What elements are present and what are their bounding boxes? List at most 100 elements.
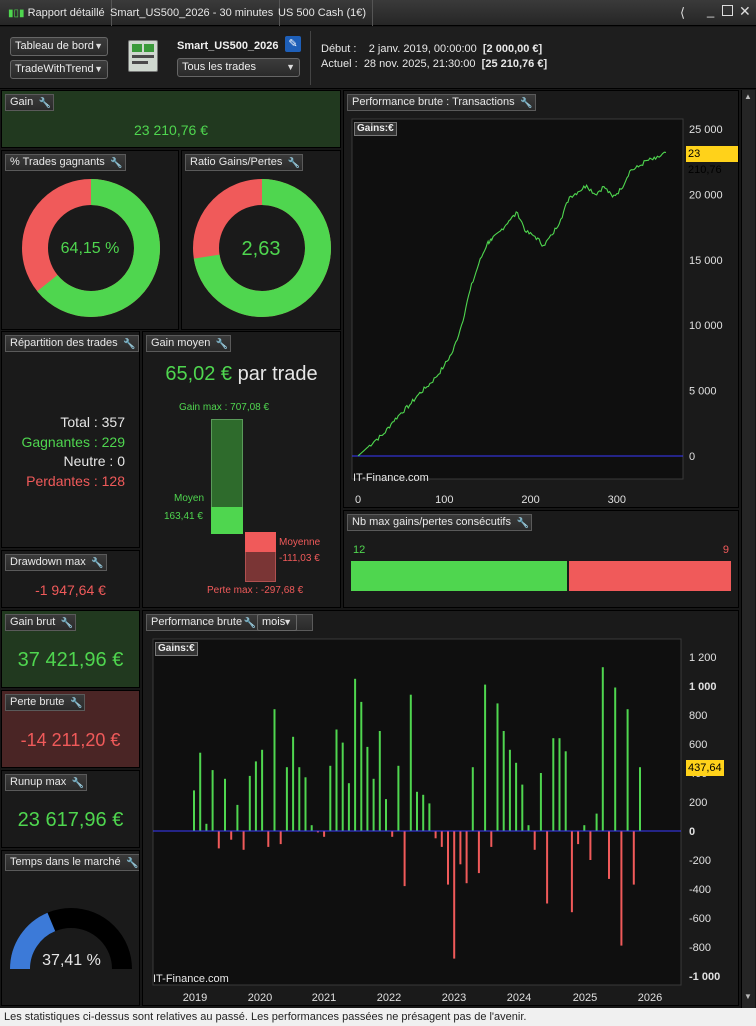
gain-bar: [385, 799, 387, 831]
loss-bar: [465, 831, 468, 884]
y-tick-label: 0: [689, 451, 695, 463]
y-tick-label: 25 000: [689, 124, 723, 136]
gain-bar: [564, 751, 567, 832]
wrench-icon[interactable]: 🔧: [91, 558, 104, 569]
avg-gain-bar-value: 163,41 €: [164, 511, 203, 522]
y-tick-label: 1 200: [689, 652, 717, 664]
gain-panel: Gain 🔧 23 210,76 €: [1, 90, 341, 148]
wrench-icon[interactable]: 🔧: [243, 618, 257, 629]
gain-bar: [601, 667, 604, 831]
perf-tx-chart[interactable]: 0 5 000 10 000 15 000 20 000 25 000 0 100 200 300: [344, 91, 739, 508]
market-time-title[interactable]: Temps dans le marché 🔧: [5, 854, 139, 871]
avg-gain-label: Moyen: [174, 493, 205, 504]
maximize-icon[interactable]: [722, 5, 733, 16]
wrench-icon[interactable]: 🔧: [516, 518, 529, 529]
loss-bar: [316, 831, 319, 833]
winning-trades: Gagnantes : 229: [21, 433, 125, 450]
loss-bar: [267, 831, 270, 847]
close-icon[interactable]: ✕: [739, 3, 751, 19]
gain-title[interactable]: Gain 🔧: [5, 94, 55, 111]
account-select[interactable]: TradeWithTrend ▼: [10, 60, 108, 79]
gain-bar: [372, 778, 375, 831]
drawdown-title[interactable]: Drawdown max 🔧: [5, 554, 107, 571]
x-tick-label: 2019: [183, 992, 207, 1004]
gross-gain-title[interactable]: Gain brut 🔧: [5, 614, 77, 631]
footer-disclaimer: Les statistiques ci-dessus sont relative…: [0, 1008, 756, 1026]
wrench-icon[interactable]: 🔧: [215, 339, 229, 350]
chart-icon: ▮▯▮: [8, 8, 25, 19]
gain-bar: [428, 803, 431, 831]
strategy-code-icon[interactable]: [128, 40, 158, 72]
tab-strategy[interactable]: Smart_US500_2026 - 30 minutes: [104, 0, 281, 26]
title-bar: ▮▯▮ Rapport détaillé Smart_US500_2026 - …: [0, 0, 756, 26]
consecutive-wins: 12: [353, 544, 366, 556]
loss-bar: [391, 831, 394, 837]
perf-month-panel: Performance brute 🔧 mois ▼ 1 200 1 000 800 60…: [142, 610, 739, 1006]
loss-bar: [440, 831, 443, 847]
scrollbar[interactable]: ▲ ▼: [741, 90, 755, 1008]
wrench-icon[interactable]: 🔧: [123, 339, 136, 350]
wrench-icon[interactable]: 🔧: [60, 618, 74, 629]
gross-loss-panel: Perte brute 🔧 -14 211,20 €: [1, 690, 140, 768]
ratio-title[interactable]: Ratio Gains/Pertes 🔧: [185, 154, 304, 171]
ratio-panel: Ratio Gains/Pertes 🔧 2,63: [181, 150, 341, 330]
repartition-title[interactable]: Répartition des trades 🔧: [5, 335, 139, 352]
loss-bar: [477, 831, 480, 874]
wrench-icon[interactable]: 🔧: [126, 858, 139, 869]
loss-bar: [242, 831, 245, 850]
x-tick-label: 2022: [377, 992, 401, 1004]
gain-bar: [614, 687, 617, 831]
consecutive-title[interactable]: Nb max gains/pertes consécutifs 🔧: [347, 514, 532, 531]
start-info: Début : 2 janv. 2019, 00:00:00 [2 000,00…: [321, 43, 543, 55]
period-select[interactable]: mois ▼: [257, 614, 297, 631]
wrench-icon[interactable]: 🔧: [38, 98, 52, 109]
loss-bar: [608, 831, 610, 879]
x-tick-label: 0: [355, 494, 361, 506]
gain-bar: [211, 770, 214, 831]
perf-tx-title[interactable]: Performance brute : Transactions 🔧: [347, 94, 536, 111]
y-tick-label: 10 000: [689, 320, 723, 332]
x-tick-label: 2021: [312, 992, 336, 1004]
edit-icon[interactable]: ✎: [285, 36, 301, 52]
share-icon[interactable]: ⟨: [680, 5, 686, 20]
loss-bar: [589, 831, 592, 860]
avg-loss-label: Moyenne: [279, 537, 321, 548]
gain-value: 23 210,76 €: [134, 122, 208, 138]
tab-detailed-report[interactable]: ▮▯▮ Rapport détaillé: [0, 0, 112, 26]
perf-month-last-value: 437,64: [686, 760, 724, 776]
y-tick-label: 20 000: [689, 189, 723, 201]
trades-select[interactable]: Tous les trades ▼: [177, 58, 300, 77]
toolbar: Tableau de bord ▼ TradeWithTrend ▼ Smart_U…: [0, 27, 756, 89]
wrench-icon[interactable]: 🔧: [71, 778, 85, 789]
chevron-down-icon: ▼: [283, 617, 292, 627]
runup-title[interactable]: Runup max 🔧: [5, 774, 88, 791]
win-pct-title[interactable]: % Trades gagnants 🔧: [5, 154, 126, 171]
loss-bar: [453, 831, 456, 959]
consecutive-wins-bar: [351, 561, 568, 591]
tab-instrument[interactable]: US 500 Cash (1€): [272, 0, 374, 26]
gross-loss-value: -14 211,20 €: [20, 730, 121, 750]
loss-bar: [546, 831, 549, 904]
wrench-icon[interactable]: 🔧: [69, 698, 83, 709]
x-tick-label: 2023: [442, 992, 466, 1004]
avg-gain-panel: Gain moyen 🔧 65,02 € par trade Gain max :…: [142, 331, 341, 608]
scroll-up-icon[interactable]: ▲: [744, 92, 752, 101]
gain-bar: [595, 813, 598, 831]
wrench-icon[interactable]: 🔧: [287, 158, 301, 169]
avg-gain-title[interactable]: Gain moyen 🔧: [146, 335, 232, 352]
divider: [310, 31, 311, 85]
drawdown-panel: Drawdown max 🔧 -1 947,64 €: [1, 550, 140, 608]
wrench-icon[interactable]: 🔧: [520, 98, 533, 109]
wrench-icon[interactable]: 🔧: [110, 158, 123, 169]
view-select[interactable]: Tableau de bord ▼: [10, 37, 108, 56]
y-tick-label: -800: [689, 942, 711, 954]
scroll-down-icon[interactable]: ▼: [744, 992, 752, 1001]
consecutive-losses-bar: [569, 561, 731, 591]
gain-bar: [521, 784, 524, 831]
gross-loss-title[interactable]: Perte brute 🔧: [5, 694, 86, 711]
gain-bar: [347, 783, 350, 831]
y-tick-label: 5 000: [689, 386, 717, 398]
loss-bar: [230, 831, 233, 840]
minimize-icon[interactable]: _: [707, 3, 715, 18]
